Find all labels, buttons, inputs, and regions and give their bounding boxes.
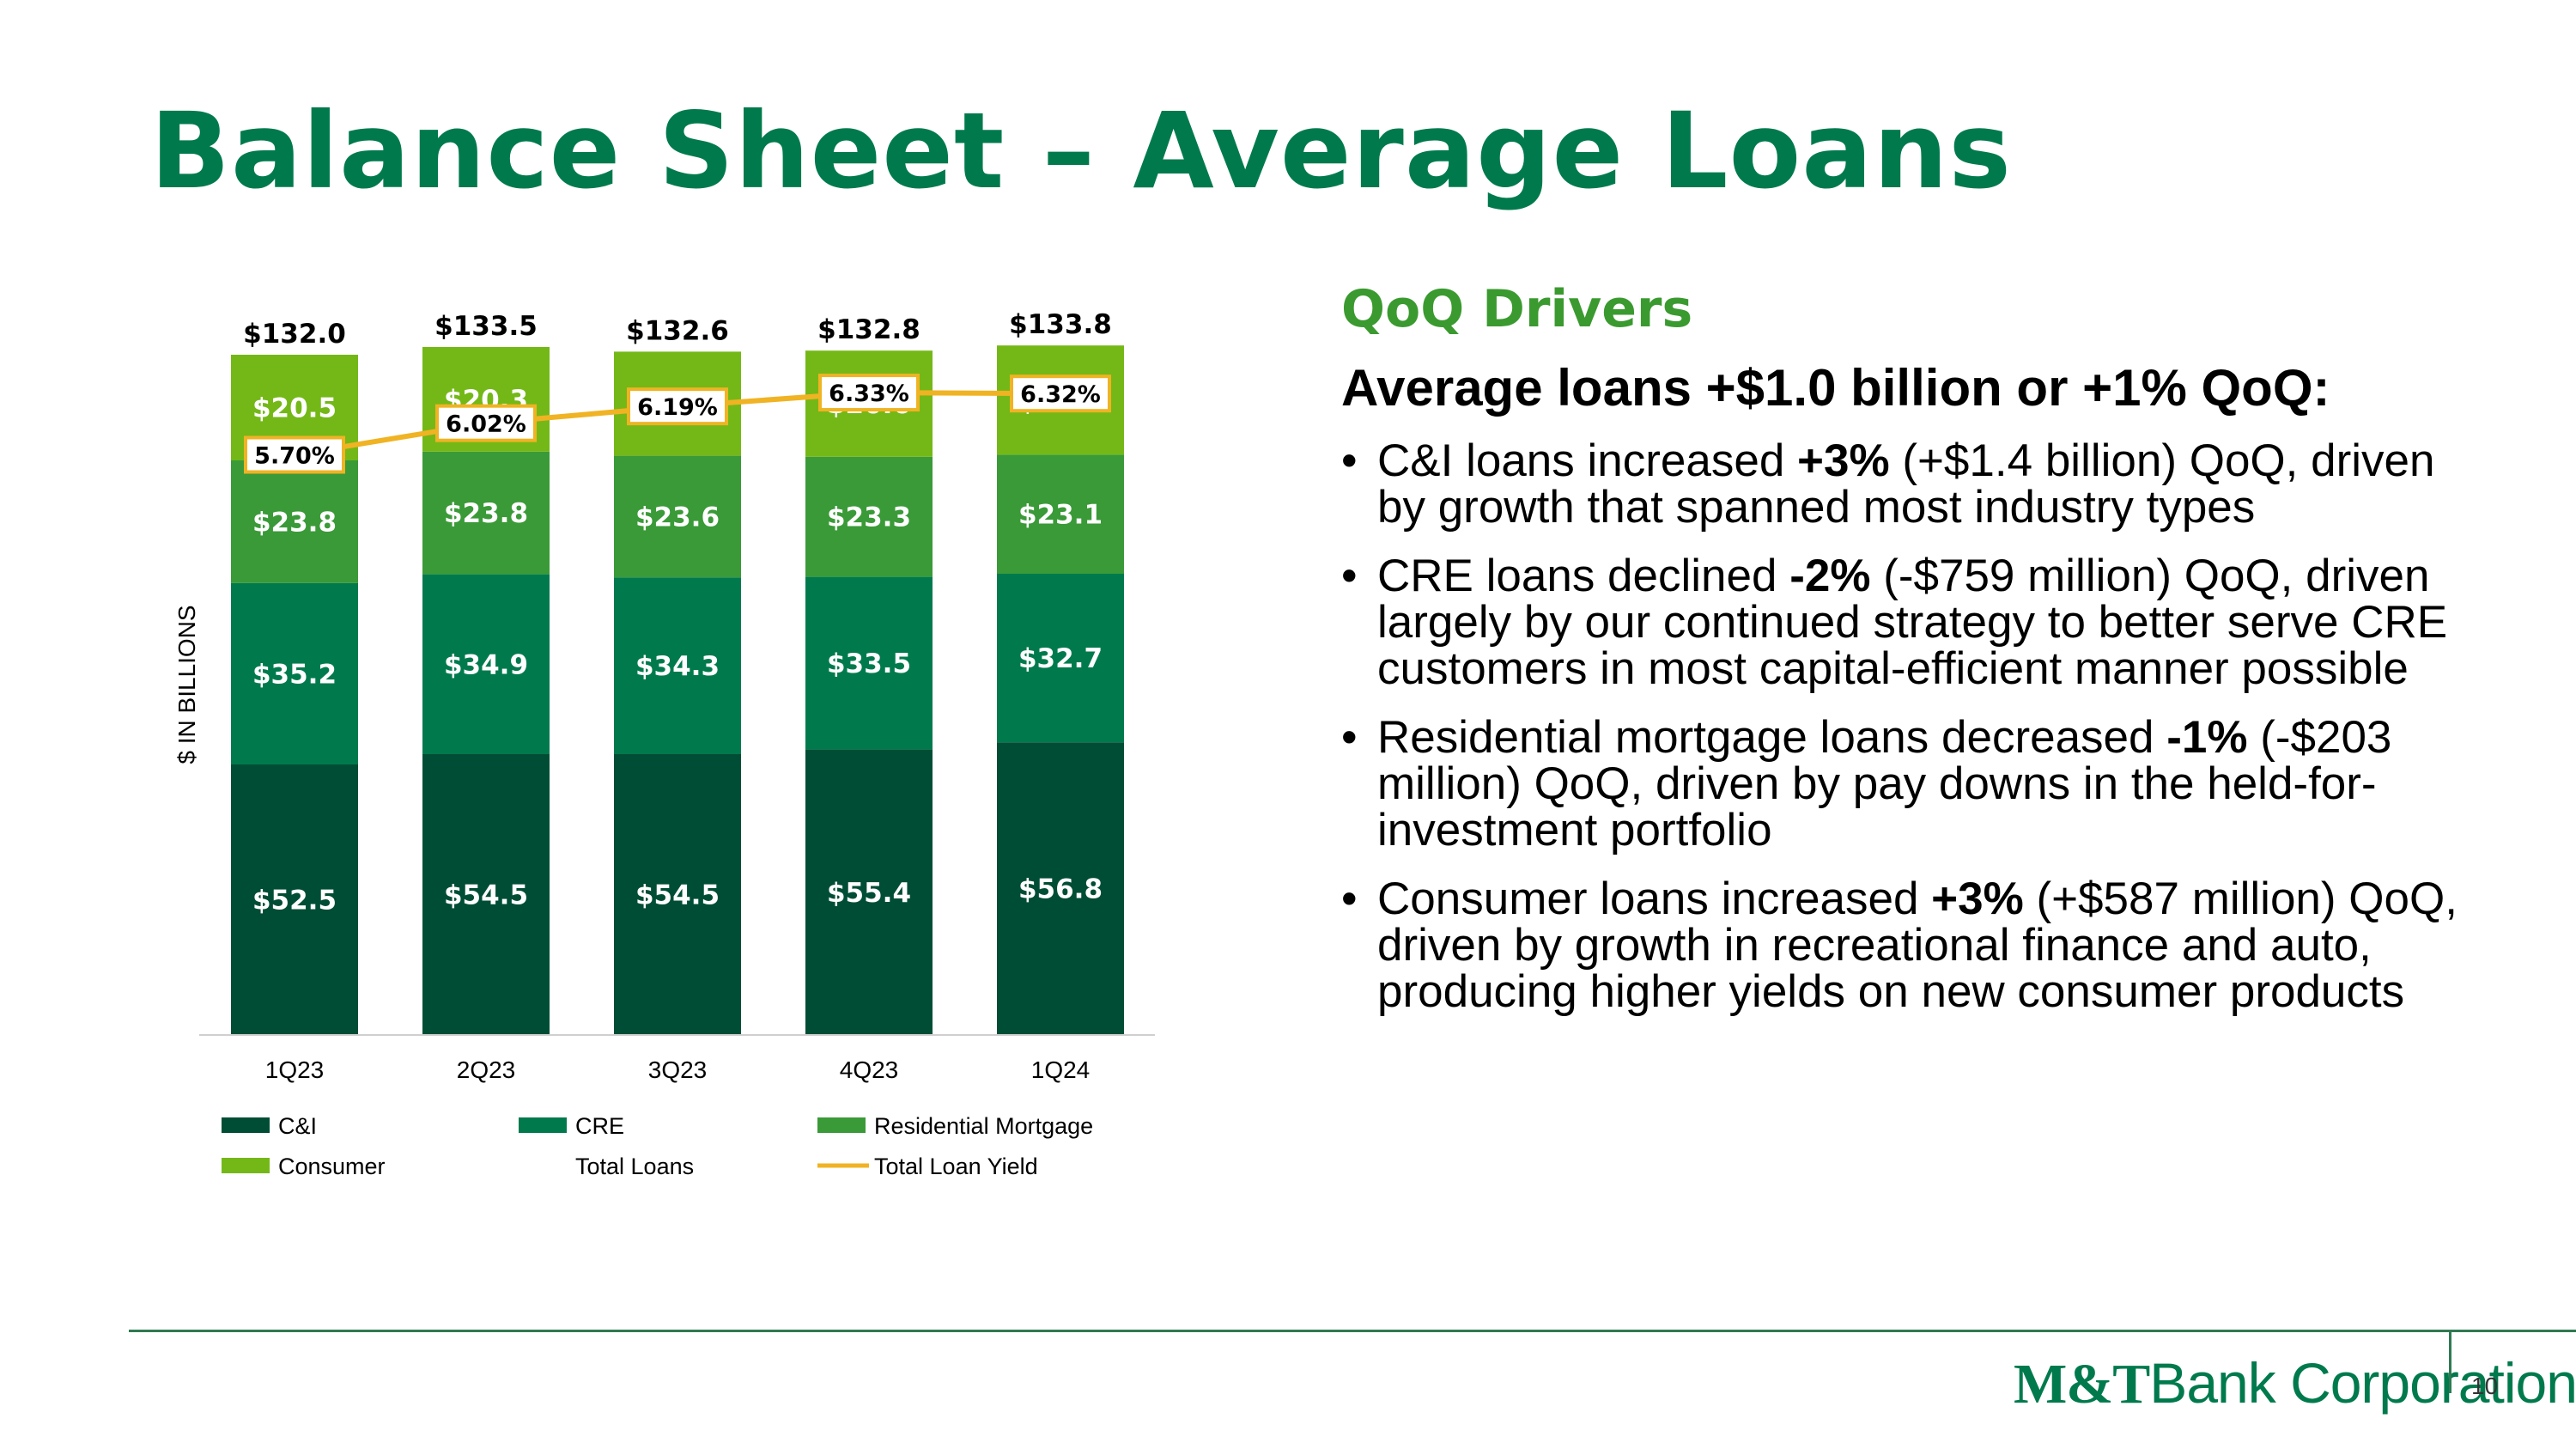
data-label: $23.1 [1018, 500, 1103, 531]
legend-swatch [519, 1117, 567, 1133]
yield-label: 6.33% [829, 381, 909, 407]
x-tick-label: 3Q23 [648, 1056, 708, 1083]
bar-segment [614, 754, 741, 1035]
bar-segment [997, 454, 1124, 574]
bar-segment [805, 749, 933, 1035]
yield-label: 6.32% [1020, 381, 1101, 408]
bar-segment [422, 451, 550, 575]
legend-swatch [817, 1117, 866, 1133]
bullet-item: • C&I loans increased +3% (+$1.4 billion)… [1341, 435, 2435, 533]
logo-separator [2449, 1331, 2451, 1393]
data-label: $23.3 [827, 502, 911, 533]
bar-segment [997, 574, 1124, 743]
bullet-item: • CRE loans declined -2% (-$759 million) … [1341, 551, 2448, 694]
legend-entry: Consumer [278, 1154, 386, 1179]
bar-segment [614, 455, 741, 578]
total-label: $132.0 [243, 319, 346, 350]
drivers-subheading: Average loans +$1.0 billion or +1% QoQ: [1341, 359, 2330, 417]
data-label: $23.8 [444, 498, 528, 529]
bar-segment [805, 576, 933, 750]
legend-entry: Total Loan Yield [874, 1154, 1038, 1179]
page-number: 10 [2471, 1373, 2499, 1399]
total-label: $132.6 [626, 315, 729, 346]
drivers-heading: QoQ Drivers [1341, 279, 1693, 339]
data-label: $52.5 [252, 886, 337, 916]
bar-segment [231, 764, 358, 1035]
bar-segment [231, 460, 358, 583]
legend-entry: Total Loans [575, 1154, 694, 1179]
data-label: $54.5 [635, 880, 720, 911]
legend-entry: C&I [278, 1113, 317, 1139]
bar-segment [231, 582, 358, 764]
bullet-dot: • [1341, 874, 1358, 924]
yield-label-box [818, 374, 920, 412]
x-tick-label: 4Q23 [840, 1056, 899, 1083]
yield-label: 5.70% [254, 443, 335, 470]
legend-swatch [222, 1117, 270, 1133]
legend-swatch [222, 1158, 270, 1173]
data-label: $34.3 [635, 651, 720, 682]
y-axis-label: $ IN BILLIONS [173, 605, 200, 764]
total-label: $132.8 [817, 314, 920, 345]
bullet-dot: • [1341, 551, 1358, 601]
footer-divider [129, 1330, 2576, 1332]
yield-label-box [435, 404, 537, 442]
company-logo: M&TBank Corporation [2014, 1351, 2576, 1416]
bullet-dot: • [1341, 712, 1358, 763]
data-label: $54.5 [444, 880, 528, 911]
bullet-item: • Consumer loans increased +3% (+$587 mil… [1341, 874, 2458, 1017]
data-label: $55.4 [827, 878, 911, 909]
yield-label-box [627, 387, 728, 426]
bar-segment [422, 754, 550, 1035]
data-label: $34.9 [444, 649, 528, 680]
x-tick-label: 1Q24 [1031, 1056, 1091, 1083]
yield-label: 6.19% [637, 394, 718, 421]
yield-label: 6.02% [446, 411, 526, 438]
drivers-bullet-list: • C&I loans increased +3% (+$1.4 billion)… [1341, 438, 2483, 1038]
data-label: $32.7 [1018, 643, 1103, 674]
total-label: $133.8 [1009, 309, 1112, 340]
average-loans-chart: $ IN BILLIONS $52.5 $35.2 $23.8 $20.5 $132.0 1… [173, 309, 1155, 1179]
legend-entry: CRE [575, 1113, 624, 1139]
x-tick-label: 1Q23 [265, 1056, 325, 1083]
data-label: $33.5 [827, 648, 911, 679]
legend-entry: Residential Mortgage [874, 1113, 1093, 1139]
bullet-item: • Residential mortgage loans decreased -1… [1341, 712, 2392, 855]
bar-segment [422, 574, 550, 754]
data-label: $35.2 [252, 659, 337, 690]
data-label: $56.8 [1018, 874, 1103, 905]
data-label: $20.5 [252, 393, 337, 424]
yield-label-box [1010, 374, 1111, 413]
bar-segment [614, 577, 741, 754]
bar-segment [997, 742, 1124, 1035]
data-label: $23.6 [635, 502, 720, 533]
bullet-dot: • [1341, 435, 1358, 486]
total-label: $133.5 [434, 311, 538, 342]
x-tick-label: 2Q23 [457, 1056, 516, 1083]
bar-segment [805, 456, 933, 577]
yield-label-box [244, 435, 345, 474]
data-label: $23.8 [252, 507, 337, 538]
page-title: Balance Sheet – Average Loans [150, 90, 2013, 212]
